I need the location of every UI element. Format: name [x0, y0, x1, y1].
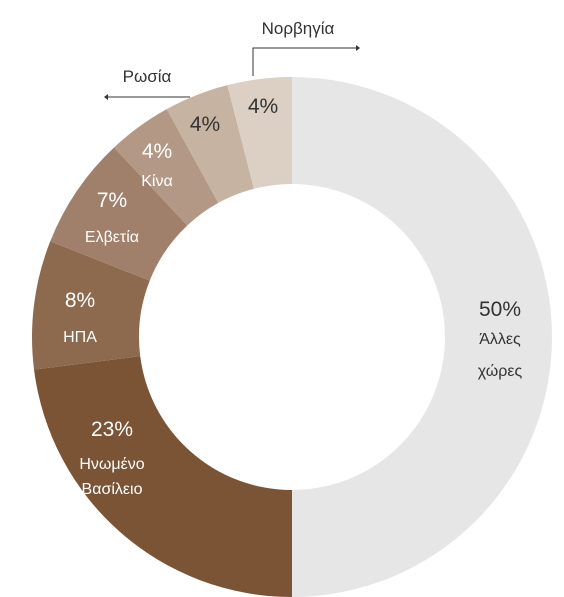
slice-name-label-4-0: Κίνα	[141, 173, 172, 190]
donut-slice-3	[50, 147, 188, 281]
donut-slice-2	[32, 241, 150, 370]
donut-slice-6	[227, 77, 292, 189]
external-labels: Ρωσία Νορβηγία	[104, 19, 360, 100]
slice-labels: 50% Άλλες χώρες 23% Ηνωμένο Βασίλειο 8% ΗΠΑ 7% Ελ…	[63, 95, 522, 498]
slice-name-label-2-0: ΗΠΑ	[63, 329, 97, 346]
external-label-norway: Νορβηγία	[262, 19, 335, 38]
slice-name-label-0-1: χώρες	[478, 363, 523, 380]
slice-name-label-1-0: Ηνωμένο	[79, 456, 144, 473]
slice-name-label-1-1: Βασίλειο	[82, 481, 143, 498]
slice-value-label-0: 50%	[479, 298, 521, 321]
slice-value-label-3: 7%	[97, 189, 127, 212]
slice-value-label-5: 4%	[190, 113, 220, 136]
donut-slice-5	[166, 85, 254, 203]
donut-slices	[32, 77, 552, 597]
donut-slice-4	[114, 109, 219, 226]
donut-slice-1	[34, 356, 293, 597]
slice-name-label-3-0: Ελβετία	[85, 229, 139, 246]
external-label-russia: Ρωσία	[123, 67, 172, 86]
donut-slice-0	[292, 77, 552, 597]
norway-leader-line	[252, 47, 356, 76]
norway-leader-arrow	[356, 45, 360, 51]
slice-value-label-1: 23%	[91, 418, 133, 441]
slice-name-label-0-0: Άλλες	[479, 331, 521, 348]
slice-value-label-2: 8%	[65, 289, 95, 312]
slice-value-label-6: 4%	[248, 95, 278, 118]
russia-leader-arrow	[104, 94, 108, 100]
slice-value-label-4: 4%	[142, 140, 172, 163]
